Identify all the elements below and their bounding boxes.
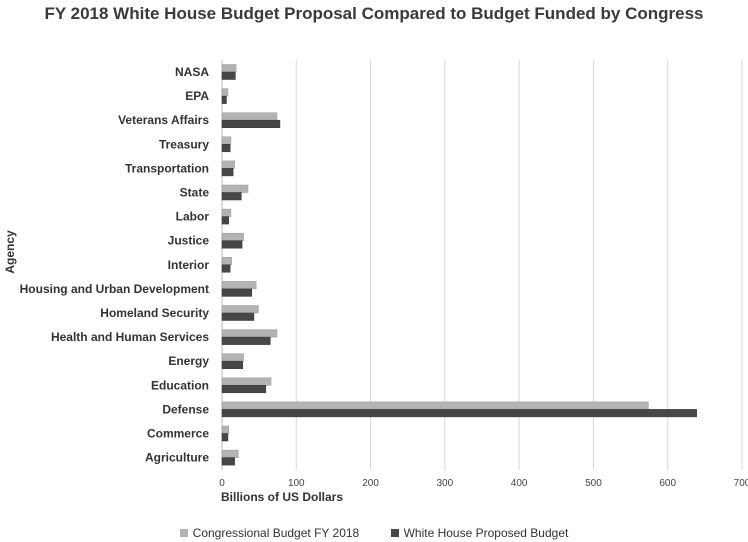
congressional-bar bbox=[221, 401, 649, 410]
category-label: Commerce bbox=[147, 427, 209, 441]
x-tick-label: 0 bbox=[219, 478, 225, 489]
category-label: State bbox=[180, 186, 210, 200]
congressional-bar bbox=[221, 136, 232, 145]
congressional-bar bbox=[221, 232, 244, 241]
y-axis-title: Agency bbox=[3, 230, 17, 274]
legend-label-congressional: Congressional Budget FY 2018 bbox=[192, 526, 360, 540]
congressional-bar bbox=[221, 281, 257, 290]
white-house-bar bbox=[221, 240, 243, 249]
congressional-bar bbox=[221, 353, 244, 362]
white-house-bar bbox=[221, 192, 242, 201]
legend-label-white-house: White House Proposed Budget bbox=[403, 526, 569, 540]
white-house-bar bbox=[221, 288, 252, 297]
category-label: EPA bbox=[185, 89, 209, 103]
category-labels: NASA EPA Veterans Affairs Treasury Transport… bbox=[20, 65, 210, 465]
category-label: NASA bbox=[175, 65, 209, 79]
x-tick-label: 600 bbox=[659, 478, 676, 489]
white-house-bar bbox=[221, 216, 229, 225]
white-house-bar bbox=[221, 168, 234, 177]
white-house-bar bbox=[221, 385, 267, 394]
congressional-bar bbox=[221, 160, 235, 169]
chart-title: FY 2018 White House Budget Proposal Comp… bbox=[44, 4, 704, 23]
white-house-bar bbox=[221, 264, 231, 273]
congressional-bar bbox=[221, 112, 278, 121]
white-house-bar bbox=[221, 119, 281, 128]
category-label: Homeland Security bbox=[100, 306, 209, 320]
congressional-bar bbox=[221, 329, 278, 338]
white-house-bar bbox=[221, 95, 227, 104]
white-house-bar bbox=[221, 360, 244, 369]
category-label: Energy bbox=[168, 354, 209, 368]
white-house-bar bbox=[221, 409, 697, 418]
x-tick-labels: 0 100 200 300 400 500 600 700 bbox=[219, 478, 748, 489]
white-house-bar bbox=[221, 312, 255, 321]
white-house-bar bbox=[221, 433, 229, 442]
congressional-bar bbox=[221, 257, 232, 266]
x-tick-label: 300 bbox=[437, 478, 454, 489]
category-label: Labor bbox=[176, 210, 210, 224]
x-tick-label: 700 bbox=[734, 478, 748, 489]
white-house-bar bbox=[221, 336, 271, 345]
white-house-bar bbox=[221, 71, 236, 80]
gridlines bbox=[221, 60, 743, 470]
white-house-bar bbox=[221, 144, 231, 153]
congressional-bar bbox=[221, 184, 249, 193]
category-label: Transportation bbox=[125, 161, 209, 175]
x-tick-label: 400 bbox=[511, 478, 528, 489]
category-label: Agriculture bbox=[145, 451, 209, 465]
x-axis-title: Billions of US Dollars bbox=[221, 490, 343, 504]
legend-swatch-congressional bbox=[179, 529, 188, 537]
legend: Congressional Budget FY 2018 White House… bbox=[0, 526, 748, 540]
category-label: Health and Human Services bbox=[51, 330, 209, 344]
congressional-bar bbox=[221, 64, 237, 73]
category-label: Housing and Urban Development bbox=[20, 282, 209, 296]
category-label: Education bbox=[151, 378, 209, 392]
congressional-bar bbox=[221, 88, 229, 97]
congressional-bar bbox=[221, 305, 259, 314]
category-label: Defense bbox=[162, 402, 209, 416]
congressional-bar bbox=[221, 208, 232, 217]
congressional-bar bbox=[221, 425, 229, 434]
congressional-bar bbox=[221, 449, 239, 458]
category-label: Interior bbox=[168, 258, 210, 272]
category-label: Veterans Affairs bbox=[118, 113, 209, 127]
legend-item-congressional: Congressional Budget FY 2018 bbox=[179, 526, 360, 540]
category-label: Treasury bbox=[159, 137, 209, 151]
x-tick-label: 200 bbox=[362, 478, 379, 489]
white-house-bar bbox=[221, 457, 235, 466]
x-tick-label: 500 bbox=[585, 478, 602, 489]
x-tick-label: 100 bbox=[288, 478, 305, 489]
bars bbox=[221, 64, 697, 466]
legend-swatch-white-house bbox=[390, 529, 399, 537]
category-label: Justice bbox=[168, 234, 210, 248]
legend-item-white-house: White House Proposed Budget bbox=[390, 526, 569, 540]
congressional-bar bbox=[221, 377, 272, 386]
